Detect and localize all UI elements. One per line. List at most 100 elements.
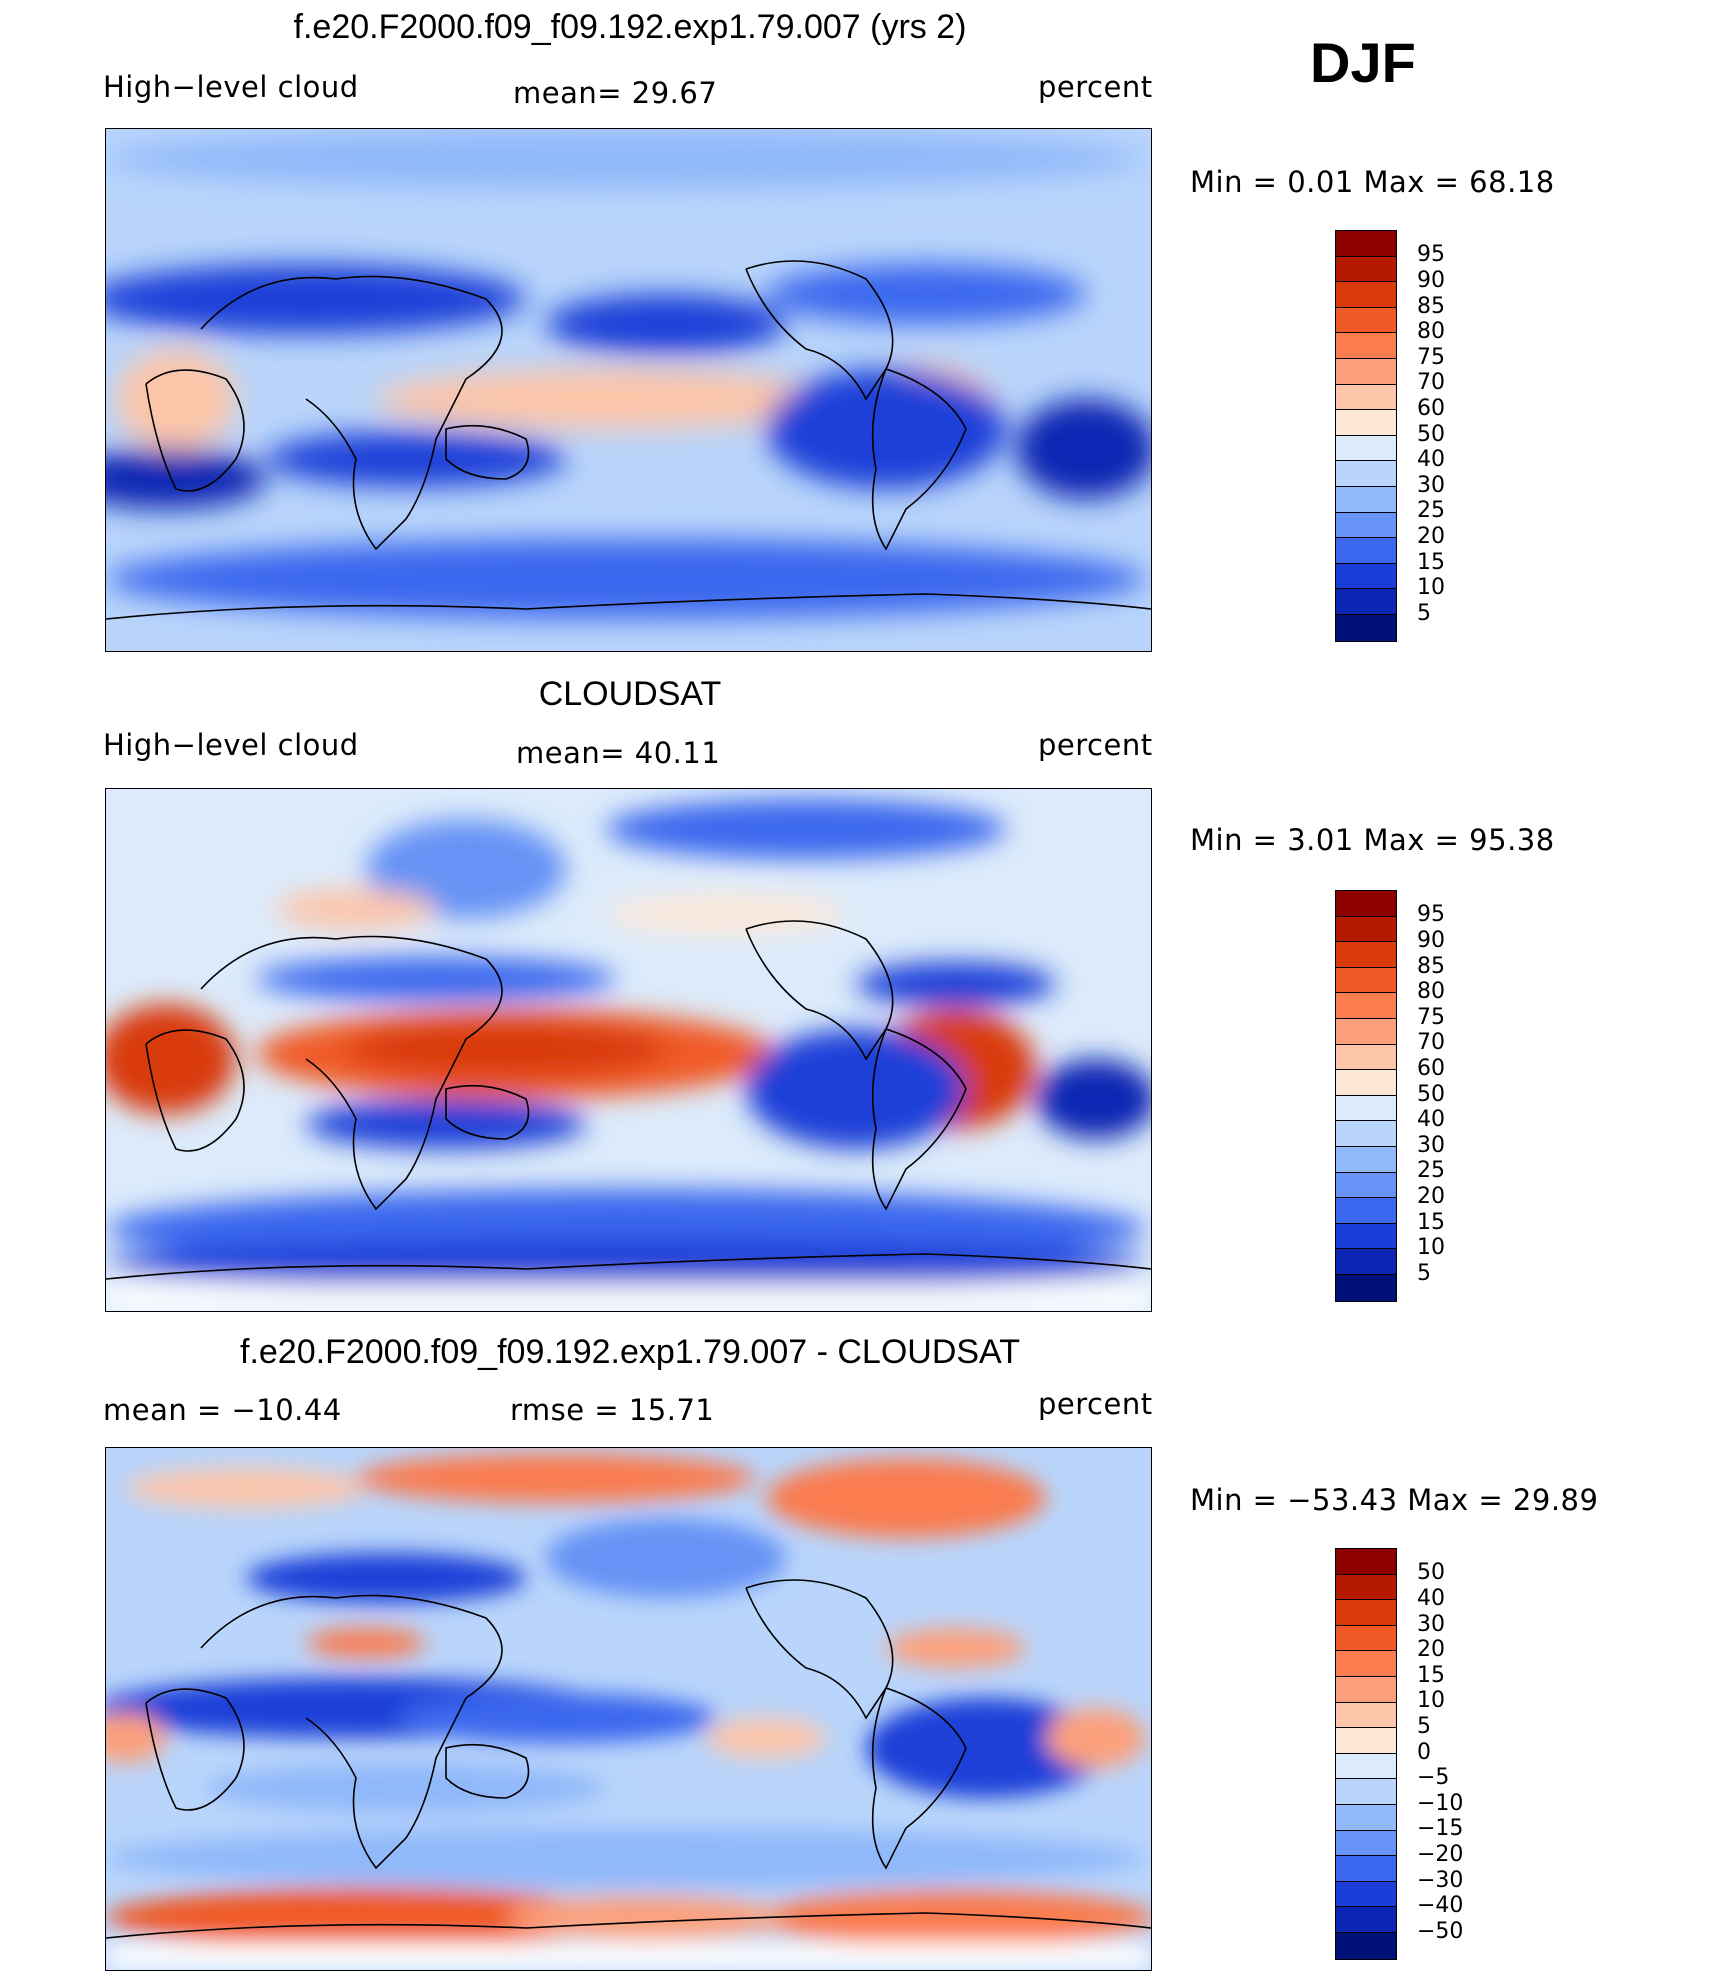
panel-1-colorbar-swatch — [1336, 512, 1396, 539]
cbar-tick: 70 — [1417, 1030, 1445, 1055]
panel-3-rmse-label: rmse = 15.71 — [510, 1393, 715, 1427]
panel-1-mean-label: mean= 29.67 — [513, 76, 718, 110]
panel-1-colorbar-swatch — [1336, 435, 1396, 462]
panel-2-colorbar-swatch — [1336, 1095, 1396, 1122]
panel-2-coastlines — [106, 920, 1151, 1280]
cbar-tick: 15 — [1417, 1663, 1445, 1688]
panel-2-colorbar-swatch — [1336, 993, 1396, 1019]
cbar-tick: 70 — [1417, 370, 1445, 395]
cbar-tick: 80 — [1417, 979, 1445, 1004]
cbar-tick: −50 — [1417, 1919, 1464, 1944]
cbar-tick: 95 — [1417, 242, 1445, 267]
panel-3-colorbar-swatch — [1336, 1574, 1396, 1601]
cbar-tick: −30 — [1417, 1868, 1464, 1893]
panel-2-colorbar-swatch — [1336, 1070, 1396, 1096]
panel-3-colorbar-swatch — [1336, 1625, 1396, 1652]
cbar-tick: 30 — [1417, 473, 1445, 498]
cbar-tick: 50 — [1417, 1082, 1445, 1107]
panel-2-colorbar-swatch — [1336, 916, 1396, 943]
panel-3-colorbar-swatch — [1336, 1932, 1396, 1959]
panel-1-colorbar — [1335, 230, 1397, 642]
panel-3-colorbar-swatch — [1336, 1651, 1396, 1677]
cbar-tick: 75 — [1417, 1005, 1445, 1030]
cbar-tick: 15 — [1417, 1210, 1445, 1235]
panel-2-minmax: Min = 3.01 Max = 95.38 — [1190, 823, 1555, 857]
cbar-tick: 20 — [1417, 524, 1445, 549]
cbar-tick: 10 — [1417, 1235, 1445, 1260]
panel-3-colorbar-swatch — [1336, 1830, 1396, 1857]
panel-2-colorbar-swatch — [1336, 1044, 1396, 1071]
panel-2-colorbar-swatch — [1336, 1198, 1396, 1224]
panel-2-colorbar-swatch — [1336, 1172, 1396, 1199]
panel-2-colorbar-swatch — [1336, 1274, 1396, 1301]
panel-3-colorbar-swatch — [1336, 1753, 1396, 1780]
cbar-tick: 80 — [1417, 319, 1445, 344]
cbar-tick: 20 — [1417, 1637, 1445, 1662]
panel-1-colorbar-swatch — [1336, 358, 1396, 385]
season-label: DJF — [1310, 31, 1416, 94]
cbar-tick: −5 — [1417, 1765, 1450, 1790]
cbar-tick: 5 — [1417, 1261, 1431, 1286]
cbar-tick: 50 — [1417, 1560, 1445, 1585]
panel-1-minmax: Min = 0.01 Max = 68.18 — [1190, 165, 1555, 199]
panel-1-colorbar-swatch — [1336, 256, 1396, 283]
panel-1-colorbar-swatch — [1336, 384, 1396, 411]
cbar-tick: −15 — [1417, 1816, 1464, 1841]
panel-1-colorbar-swatch — [1336, 231, 1396, 257]
panel-3-colorbar-swatch — [1336, 1549, 1396, 1575]
panel-3-colorbar-swatch — [1336, 1907, 1396, 1933]
panel-1-colorbar-swatch — [1336, 538, 1396, 564]
panel-2-colorbar-swatch — [1336, 1146, 1396, 1173]
panel-3-colorbar-swatch — [1336, 1856, 1396, 1882]
panel-2-colorbar-swatch — [1336, 1121, 1396, 1147]
panel-1-colorbar-swatch — [1336, 333, 1396, 359]
panel-1-colorbar-swatch — [1336, 486, 1396, 513]
panel-1-colorbar-swatch — [1336, 563, 1396, 590]
panel-3-coastlines — [106, 1579, 1151, 1939]
panel-1-units-label: percent — [1038, 70, 1153, 104]
panel-2-colorbar-swatch — [1336, 942, 1396, 968]
cbar-tick: 10 — [1417, 575, 1445, 600]
cbar-tick: 95 — [1417, 902, 1445, 927]
panel-2-contour-field — [106, 789, 1151, 1311]
cbar-tick: 60 — [1417, 396, 1445, 421]
panel-3-units-label: percent — [1038, 1387, 1153, 1421]
panel-3-colorbar-swatch — [1336, 1600, 1396, 1626]
cbar-tick: 75 — [1417, 345, 1445, 370]
panel-2-title: CLOUDSAT — [538, 675, 722, 713]
panel-3-contour-field — [106, 1448, 1151, 1970]
cbar-tick: 10 — [1417, 1688, 1445, 1713]
panel-3-colorbar-swatch — [1336, 1702, 1396, 1729]
panel-3-minmax: Min = −53.43 Max = 29.89 — [1190, 1483, 1599, 1517]
cbar-tick: 30 — [1417, 1612, 1445, 1637]
cbar-tick: 15 — [1417, 550, 1445, 575]
panel-2-colorbar-swatch — [1336, 967, 1396, 994]
panel-2-colorbar-swatch — [1336, 1249, 1396, 1275]
panel-2-units-label: percent — [1038, 728, 1153, 762]
cbar-tick: 50 — [1417, 422, 1445, 447]
panel-1-title: f.e20.F2000.f09_f09.192.exp1.79.007 (yrs… — [293, 8, 967, 46]
cbar-tick: 85 — [1417, 294, 1445, 319]
panel-1-colorbar-swatch — [1336, 589, 1396, 615]
panel-1-colorbar-swatch — [1336, 307, 1396, 334]
panel-3-colorbar-swatch — [1336, 1881, 1396, 1908]
cbar-tick: −10 — [1417, 1791, 1464, 1816]
panel-3-mean-label: mean = −10.44 — [103, 1393, 342, 1427]
cbar-tick: −40 — [1417, 1893, 1464, 1918]
cbar-tick: 25 — [1417, 498, 1445, 523]
panel-3-colorbar-swatch — [1336, 1804, 1396, 1831]
cbar-tick: −20 — [1417, 1842, 1464, 1867]
panel-1-map — [105, 128, 1152, 652]
cbar-tick: 60 — [1417, 1056, 1445, 1081]
cbar-tick: 20 — [1417, 1184, 1445, 1209]
panel-3-colorbar-swatch — [1336, 1676, 1396, 1703]
cbar-tick: 40 — [1417, 1107, 1445, 1132]
panel-2-variable-label: High−level cloud — [103, 728, 359, 762]
cbar-tick: 5 — [1417, 1714, 1431, 1739]
panel-2-colorbar — [1335, 890, 1397, 1302]
panel-1-coastlines — [106, 260, 1151, 620]
panel-1-colorbar-swatch — [1336, 614, 1396, 641]
panel-3-colorbar-swatch — [1336, 1779, 1396, 1805]
cbar-tick: 90 — [1417, 928, 1445, 953]
panel-2-colorbar-swatch — [1336, 1223, 1396, 1250]
